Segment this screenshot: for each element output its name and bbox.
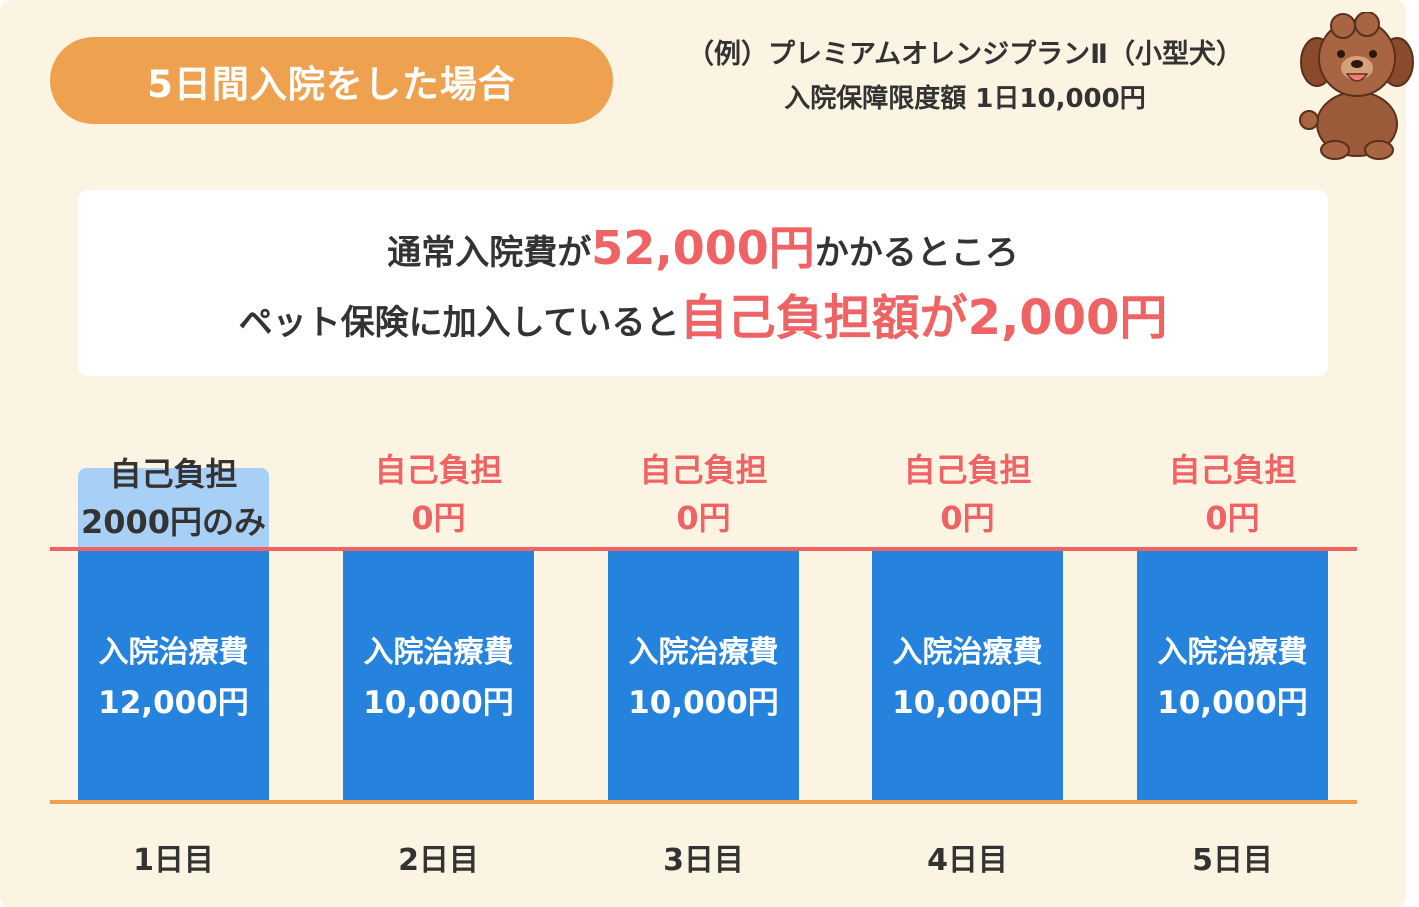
cost-label: 入院治療費: [363, 635, 514, 670]
summary-line1-post: かかるところ: [814, 233, 1019, 273]
self-pay-amount: 2000円のみ: [80, 503, 267, 541]
cost-label: 入院治療費: [892, 635, 1043, 670]
plan-example: （例）プレミアムオレンジプランⅡ（小型犬） 入院保障限度額 1日10,000円: [630, 36, 1300, 118]
cost-bar-day4: 入院治療費 10,000円: [872, 549, 1063, 801]
cost-bar-day5: 入院治療費 10,000円: [1137, 549, 1328, 801]
dog-mascot-icon: [1299, 12, 1414, 160]
summary-box: 通常入院費が52,000円かかるところ ペット保険に加入していると自己負担額が2…: [78, 190, 1328, 376]
cost-label: 入院治療費: [628, 635, 779, 670]
self-pay-amount: 0円: [940, 499, 995, 537]
cost-amount: 12,000円: [98, 685, 249, 721]
cost-bar-day3: 入院治療費 10,000円: [608, 549, 799, 801]
self-pay-title: 自己負担: [374, 451, 503, 489]
self-pay-title: 自己負担: [903, 451, 1032, 489]
cost-bar-day1: 入院治療費 12,000円: [78, 549, 269, 801]
self-pay-title: 自己負担: [1168, 451, 1297, 489]
self-pay-title: 自己負担: [109, 455, 238, 493]
coverage-limit: 入院保障限度額 1日10,000円: [784, 84, 1146, 114]
cost-amount: 10,000円: [628, 685, 779, 721]
normal-cost-highlight: 52,000円: [591, 221, 815, 275]
cost-bar-day2: 入院治療費 10,000円: [343, 549, 534, 801]
self-pay-block: [78, 468, 269, 549]
summary-line-1: 通常入院費が52,000円かかるところ: [78, 218, 1328, 283]
self-pay-amount: 0円: [411, 499, 466, 537]
self-pay-title: 自己負担: [639, 451, 768, 489]
self-pay-label-day3: 自己負担 0円: [608, 446, 799, 542]
coverage-limit-line: [50, 547, 1357, 551]
day-label: 5日目: [1192, 843, 1273, 878]
self-pay-label-day1: 自己負担 2000円のみ: [78, 450, 269, 546]
cost-label: 入院治療費: [98, 635, 249, 670]
summary-line2-pre: ペット保険に加入していると: [238, 303, 680, 343]
self-pay-highlight: 自己負担額が2,000円: [679, 290, 1168, 346]
day-label: 2日目: [398, 843, 479, 878]
day-label: 1日目: [133, 843, 214, 878]
cost-amount: 10,000円: [363, 685, 514, 721]
cost-amount: 10,000円: [892, 685, 1043, 721]
self-pay-amount: 0円: [676, 499, 731, 537]
cost-amount: 10,000円: [1157, 685, 1308, 721]
self-pay-label-day4: 自己負担 0円: [872, 446, 1063, 542]
plan-name: （例）プレミアムオレンジプランⅡ（小型犬）: [687, 39, 1243, 70]
day-label: 3日目: [663, 843, 744, 878]
day-label: 4日目: [927, 843, 1008, 878]
self-pay-amount: 0円: [1205, 499, 1260, 537]
summary-line-2: ペット保険に加入していると自己負担額が2,000円: [78, 288, 1328, 353]
summary-line1-pre: 通常入院費が: [387, 233, 592, 273]
baseline: [50, 800, 1357, 804]
case-title: 5日間入院をした場合: [147, 62, 516, 106]
case-title-badge: 5日間入院をした場合: [50, 37, 613, 124]
self-pay-label-day5: 自己負担 0円: [1137, 446, 1328, 542]
cost-label: 入院治療費: [1157, 635, 1308, 670]
self-pay-label-day2: 自己負担 0円: [343, 446, 534, 542]
